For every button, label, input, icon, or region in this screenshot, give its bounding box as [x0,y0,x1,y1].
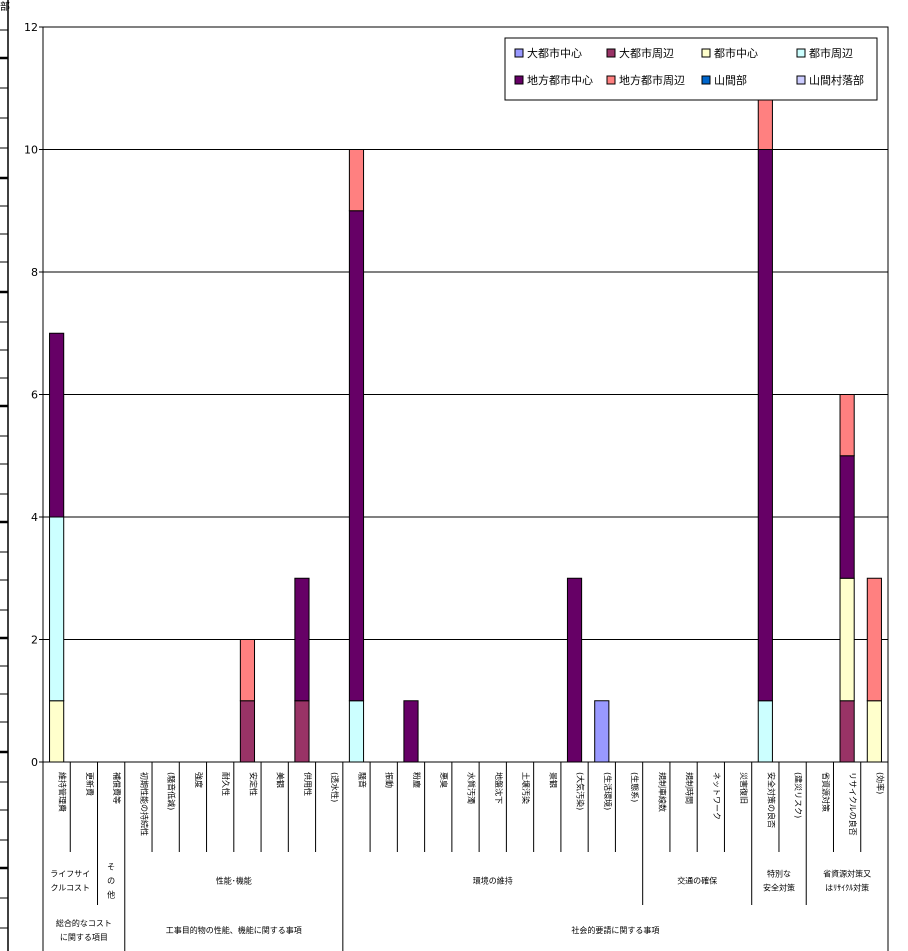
x-tick-label: ネットワーク [712,772,721,820]
group-label-level1: ライフサイ [50,870,90,879]
x-tick-label: (騒音低減) [167,772,177,810]
group-label-level1: 他 [107,890,115,900]
y-tick-label: 10 [24,144,38,157]
x-tick-label: 水質汚濁 [467,772,477,804]
group-label-level1: 安全対策 [763,883,795,893]
bar-segment [348,700,365,763]
x-tick-label: 強度 [194,772,204,788]
x-tick-label: (透水性) [330,772,340,802]
legend-label: 山間村落部 [809,73,864,87]
bar-segment [757,149,773,702]
group-label-level2: 工事目的物の性能、機能に関する事項 [166,925,302,935]
bar-segment [294,700,310,763]
x-tick-label: 補償費等 [112,772,122,804]
group-label-level2: に関する項目 [60,933,108,942]
legend-swatch [514,48,524,58]
category-table: 維持管理費 更新費 補償費等 初期性能の持続性 (騒音低減) 強度 耐久性 安定性 美観 供用性 (… [42,762,889,951]
bar-segment [757,700,773,763]
corner-label-fragment: 部 [0,0,10,13]
group-label-level2: 社会的要請に関する事項 [571,925,659,935]
x-tick-label: (大気汚染) [576,772,586,810]
x-tick-label: 地盤沈下 [494,772,504,804]
y-tick-label: 2 [31,634,38,647]
legend-swatch [796,75,806,85]
legend-swatch [606,75,616,85]
legend-swatch [701,48,711,58]
x-tick-label: 美観 [276,772,286,788]
x-tick-label: 規制車線数 [657,772,667,812]
bar-segment [239,639,256,702]
x-tick-label: 安全対策の良否 [766,772,776,828]
bar-segment [839,455,855,579]
x-tick-label: (効率) [875,772,885,794]
y-tick-label: 12 [24,21,38,34]
bar-segment [348,210,365,702]
legend-label: 大都市周辺 [619,46,674,60]
x-tick-label: 規制時間 [685,772,695,804]
legend-label: 都市周辺 [809,46,853,60]
x-tick-label: リサイクルの良否 [848,772,858,836]
legend-label: 地方都市中心 [527,73,593,87]
group-label-level1: そ [107,863,115,872]
bar-segment [403,700,419,763]
group-label-level1: 特別な [767,869,791,879]
group-label-level1: クルコスト [50,884,90,893]
legend-swatch [606,48,616,58]
y-tick-label: 8 [31,266,38,279]
bar-segment [49,516,65,702]
bar-segment [839,577,855,702]
bar-segment [566,577,583,763]
x-tick-label: 災害復旧 [739,772,749,804]
x-tick-label: 悪臭 [439,772,449,788]
group-label-level1: 環境の維持 [473,876,513,886]
legend-label: 大都市中心 [527,46,582,60]
legend-swatch [701,75,711,85]
group-label-level1: 性能･機能 [216,876,252,886]
x-tick-label: 騒音 [357,772,367,788]
x-tick-label: 粉塵 [412,772,422,788]
x-tick-label: 初期性能の持続性 [139,772,149,836]
bar-segment [839,700,855,763]
bar-segment [49,700,65,763]
x-tick-label: (生活環境) [603,772,613,810]
x-tick-label: 景観 [548,772,558,788]
legend-label: 地方都市周辺 [619,73,685,87]
group-label-level1: 交通の確保 [677,876,717,886]
legend-label: 山間部 [714,73,747,87]
legend-label: 都市中心 [714,46,758,60]
legend-swatch [514,75,524,85]
y-tick-label: 0 [31,756,38,769]
bar-segment [594,700,610,763]
bar-segment [294,577,310,702]
x-tick-label: (生態系) [630,772,640,802]
bar-segment [348,149,365,212]
x-tick-label: 維持管理費 [58,772,68,812]
y-axis: 0 2 4 6 8 10 12 [24,21,43,769]
bar-segment [866,700,882,763]
y-tick-label: 4 [31,511,38,524]
x-tick-label: (建災リスク) [794,772,804,818]
legend-box [504,37,878,101]
x-tick-label: 省資源対策 [821,772,831,812]
bars [49,87,882,763]
y-tick-label: 6 [31,389,38,402]
group-label-level1: の [107,877,115,886]
bar-segment [866,577,882,702]
bar-segment [839,394,855,457]
x-tick-label: 更新費 [85,772,95,796]
x-tick-label: 振動 [385,772,395,788]
bar-segment [239,700,256,763]
x-tick-label: 安定性 [248,772,258,796]
x-tick-label: 耐久性 [221,772,231,796]
left-edge-fragment [0,0,9,951]
x-tick-label: 供用性 [303,772,313,796]
bar-segment [49,332,65,518]
group-label-level2: 総合的なコスト [56,918,112,928]
group-label-level1: 省資源対策又 [823,869,871,879]
x-tick-label: 土壌汚染 [521,772,531,804]
group-label-level1: はﾘｻｲｸﾙ対策 [825,883,869,893]
legend-swatch [796,48,806,58]
